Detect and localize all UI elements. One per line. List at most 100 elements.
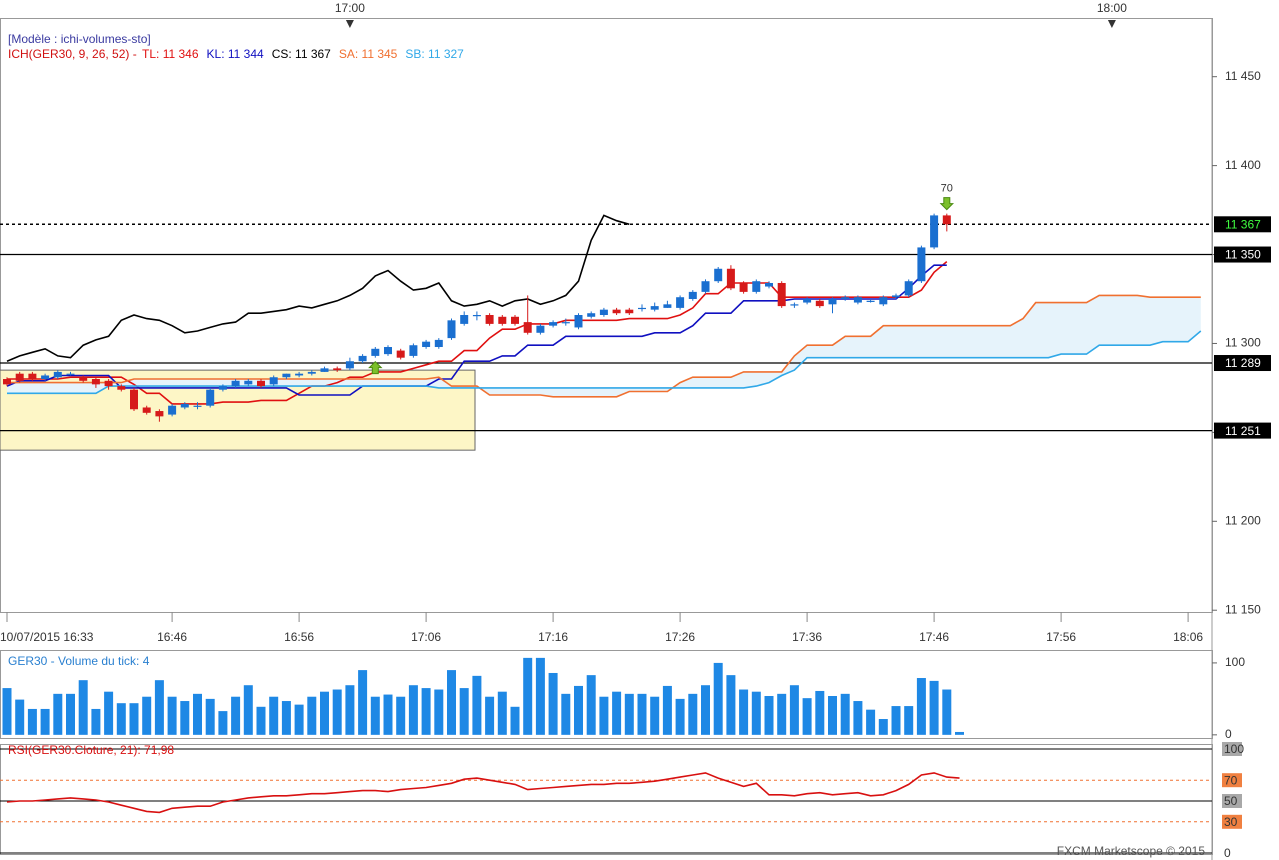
indicator-line <box>7 260 948 405</box>
volume-bar <box>688 693 698 735</box>
candle-body <box>28 373 37 380</box>
indicator-line <box>7 330 1202 395</box>
volume-bar <box>434 689 444 735</box>
candle-body <box>942 215 951 225</box>
volume-bar <box>955 731 964 735</box>
x-tick-label: 16:56 <box>284 630 314 644</box>
y-tick-label: 50 <box>1224 794 1238 808</box>
candle-body <box>295 373 304 376</box>
candle-body <box>142 407 151 413</box>
y-tick-label: 11 150 <box>1225 602 1261 616</box>
top-tick-marker <box>345 20 354 28</box>
candle-body <box>460 315 469 324</box>
tick-box <box>1222 773 1242 788</box>
volume-bar <box>269 696 279 735</box>
candle-body <box>726 268 735 289</box>
x-tick-label: 17:46 <box>919 630 949 644</box>
volume-bar <box>320 691 329 735</box>
volume-bar <box>561 693 571 735</box>
candle-body <box>257 380 265 387</box>
volume-bar <box>713 662 723 735</box>
volume-bar <box>154 680 164 735</box>
volume-bar <box>66 693 75 735</box>
indicator-line <box>6 214 630 362</box>
volume-bar <box>637 693 647 735</box>
candle-body <box>853 297 862 303</box>
volume-bar <box>726 675 736 735</box>
volume-bar <box>891 706 901 735</box>
volume-bar <box>840 693 850 735</box>
candle-body <box>155 411 164 417</box>
x-tick-label: 17:06 <box>411 630 441 644</box>
candle-body <box>930 215 939 248</box>
indicator-legend: ICH(GER30, 9, 26, 52) - TL: 11 346 KL: 11… <box>8 47 464 62</box>
volume-bar <box>878 719 888 735</box>
volume-bar <box>548 672 558 735</box>
volume-bar <box>650 696 660 735</box>
volume-bar <box>116 703 126 735</box>
volume-bar <box>243 685 253 735</box>
volume-bar <box>497 691 507 735</box>
volume-bar <box>510 706 520 735</box>
volume-bar <box>104 691 114 735</box>
candle-body <box>587 313 596 317</box>
level-label: 11 289 <box>1225 356 1261 370</box>
candle-body <box>307 371 316 374</box>
candle-body <box>701 281 710 292</box>
volume-bar <box>332 689 342 735</box>
candle-body <box>625 309 634 314</box>
legend-entry: SA: 11 345 <box>338 47 398 61</box>
sell-arrow <box>939 197 955 211</box>
x-tick-label: 17:36 <box>792 630 822 644</box>
legend-entry: SB: 11 327 <box>405 47 464 61</box>
volume-bar <box>180 701 190 735</box>
x-tick-label: 16:46 <box>157 630 187 644</box>
tick-box <box>1222 742 1242 756</box>
model-text: [Modèle : ichi-volumes-sto] <box>8 32 151 46</box>
candle-body <box>91 379 100 385</box>
volume-bar <box>853 701 863 735</box>
candle-body <box>15 373 24 381</box>
volume-bar <box>78 680 88 735</box>
volume-bar <box>624 693 634 735</box>
y-tick-label: 100 <box>1225 655 1245 669</box>
volume-bar <box>205 698 215 735</box>
legend: [Modèle : ichi-volumes-sto] ICH(GER30, 9… <box>8 32 464 62</box>
y-tick-label: 11 450 <box>1225 69 1261 83</box>
volume-bar <box>167 696 177 735</box>
candle-body <box>561 322 570 324</box>
volume-bar <box>281 701 291 735</box>
candle-body <box>130 389 138 410</box>
y-tick-label: 11 400 <box>1225 158 1261 172</box>
volume-bar <box>142 696 152 735</box>
x-tick-label: 18:06 <box>1173 630 1203 644</box>
volume-bar <box>294 704 304 735</box>
candle-body <box>320 368 329 372</box>
candle-body <box>117 386 126 390</box>
volume-bar <box>408 685 418 735</box>
level-label: 11 350 <box>1225 248 1261 262</box>
candle-body <box>66 373 75 375</box>
x-tick-label: 17:56 <box>1046 630 1076 644</box>
candle-body <box>434 339 443 348</box>
volume-bar <box>383 694 393 735</box>
candle-body <box>599 309 608 315</box>
x-tick-label: 10/07/2015 16:33 <box>0 630 94 644</box>
volume-bar <box>218 711 228 735</box>
indicator-line <box>6 264 947 396</box>
candle-body <box>676 297 685 308</box>
candle-body <box>917 247 926 282</box>
volume-bar <box>307 696 317 735</box>
y-tick-label: 30 <box>1224 815 1238 829</box>
volume-bar <box>40 708 50 735</box>
candle-body <box>206 389 215 406</box>
annotation: 70 <box>941 183 953 195</box>
candle-body <box>904 281 913 296</box>
tick-box <box>1222 846 1242 860</box>
candle-body <box>803 298 812 303</box>
candle-body <box>409 345 418 356</box>
volume-bar <box>535 657 545 735</box>
volume-bar <box>421 688 431 735</box>
candle-body <box>53 371 62 378</box>
candle-body <box>688 291 697 299</box>
